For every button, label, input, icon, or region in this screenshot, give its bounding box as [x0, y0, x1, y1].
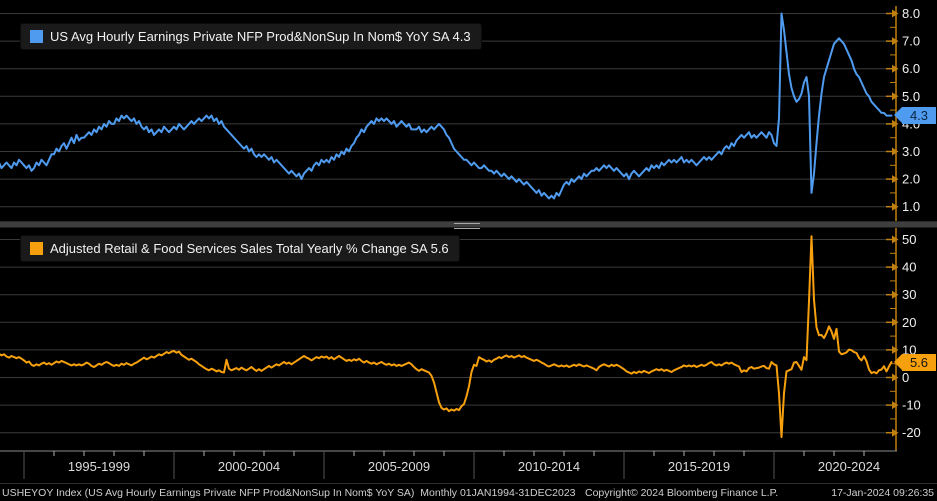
legend-swatch-blue-icon: [30, 30, 43, 43]
legend-retail[interactable]: Adjusted Retail & Food Services Sales To…: [20, 235, 460, 262]
y-axis-tick-label: 5.0: [902, 89, 920, 104]
x-axis-label: 2000-2004: [217, 459, 281, 474]
y-axis-tick-label: 20: [902, 315, 916, 330]
y-axis-tick-label: 40: [902, 260, 916, 275]
legend-retail-label: Adjusted Retail & Food Services Sales To…: [50, 241, 449, 256]
chart-canvas[interactable]: 8.07.06.05.04.03.02.01.050403020100-10-2…: [0, 0, 937, 483]
legend-swatch-orange-icon: [30, 242, 43, 255]
y-axis-tick-label: 2.0: [902, 172, 920, 187]
last-value-tag-retail: 5.6: [894, 353, 936, 371]
y-axis-tick-label: 7.0: [902, 34, 920, 49]
status-ticker-description: USHEYOY Index (US Avg Hourly Earnings Pr…: [2, 487, 576, 499]
legend-earnings-label: US Avg Hourly Earnings Private NFP Prod&…: [50, 29, 471, 44]
earnings-line: [0, 12, 893, 200]
x-axis-label: 2015-2019: [667, 459, 731, 474]
status-copyright: Copyright© 2024 Bloomberg Finance L.P.: [585, 487, 779, 499]
legend-earnings[interactable]: US Avg Hourly Earnings Private NFP Prod&…: [20, 23, 482, 50]
x-axis-label: 2005-2009: [367, 459, 431, 474]
y-axis-tick-label: 3.0: [902, 144, 920, 159]
status-bar: USHEYOY Index (US Avg Hourly Earnings Pr…: [0, 483, 937, 501]
y-axis-tick-label: -10: [902, 398, 921, 413]
panel-resize-handle[interactable]: [454, 223, 480, 229]
y-axis-tick-label: 6.0: [902, 61, 920, 76]
retail-line: [0, 235, 893, 439]
y-axis-tick-label: 30: [902, 287, 916, 302]
x-axis-label: 1995-1999: [67, 459, 131, 474]
y-axis-tick-label: -20: [902, 425, 921, 440]
y-axis-tick-label: 1.0: [902, 199, 920, 214]
y-axis-tick-label: 8.0: [902, 6, 920, 21]
last-value-tag-earnings: 4.3: [894, 107, 936, 125]
status-timestamp: 17-Jan-2024 09:26:35: [831, 487, 934, 499]
y-axis-tick-label: 0: [902, 370, 909, 385]
panel-divider: [0, 221, 937, 229]
x-axis-label: 2020-2024: [817, 459, 881, 474]
x-axis-label: 2010-2014: [517, 459, 581, 474]
y-axis-tick-label: 50: [902, 232, 916, 247]
